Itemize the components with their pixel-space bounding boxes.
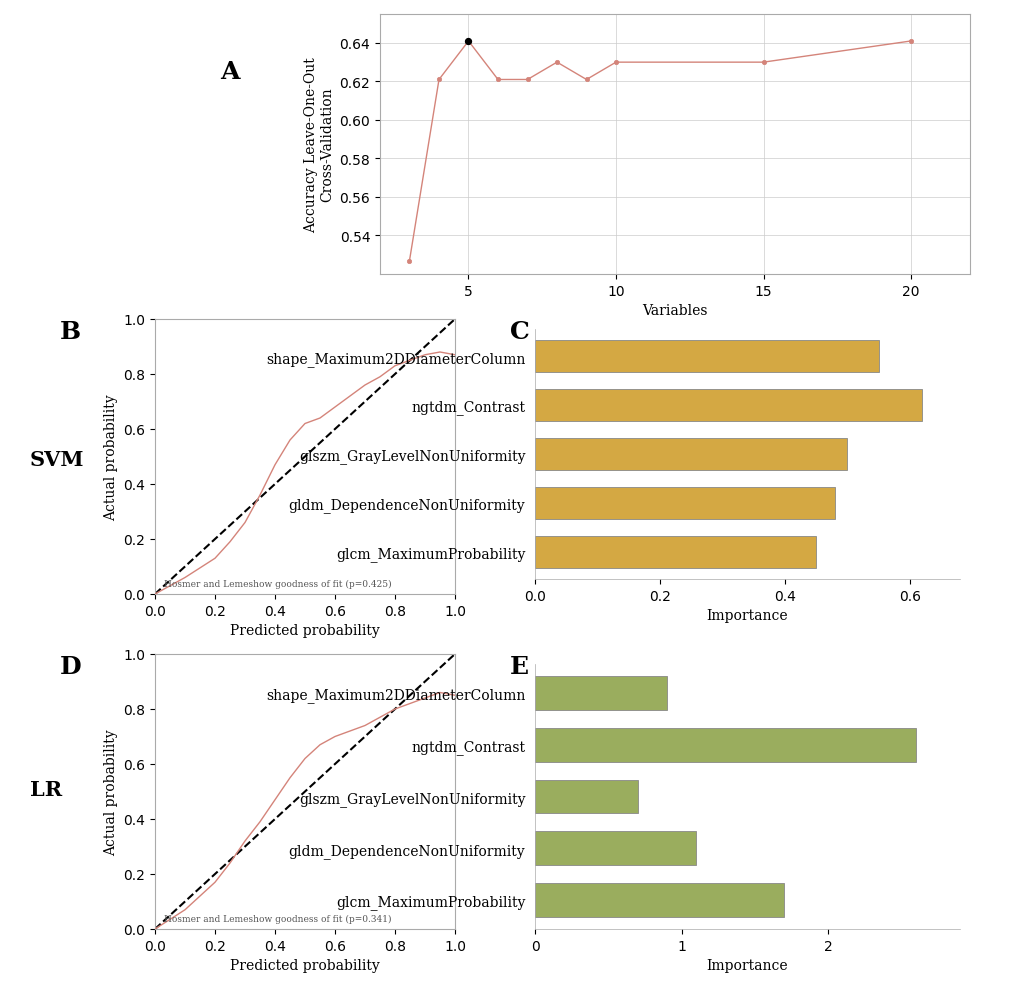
Bar [535,884,784,917]
X-axis label: Importance: Importance [706,958,788,972]
X-axis label: Importance: Importance [706,609,788,623]
Bar [535,438,847,470]
Point [430,72,446,88]
Point [460,34,476,50]
X-axis label: Variables: Variables [642,304,707,318]
Text: D: D [60,654,82,678]
Point [755,55,771,71]
Text: Hosmer and Lemeshow goodness of fit (p=0.425): Hosmer and Lemeshow goodness of fit (p=0… [164,579,391,588]
Text: A: A [220,60,239,84]
X-axis label: Predicted probability: Predicted probability [230,958,379,972]
Bar [535,487,835,520]
Y-axis label: Actual probability: Actual probability [104,394,117,521]
Point [578,72,594,88]
Text: E: E [510,654,529,678]
Point [607,55,624,71]
Bar [535,676,666,710]
Point [489,72,505,88]
Bar [535,780,637,813]
Bar [535,390,921,421]
Point [400,253,417,269]
Text: SVM: SVM [30,449,85,469]
Point [548,55,565,71]
Bar [535,728,915,761]
Y-axis label: Accuracy Leave-One-Out
Cross-Validation: Accuracy Leave-One-Out Cross-Validation [304,57,333,233]
Bar [535,537,815,568]
Y-axis label: Actual probability: Actual probability [104,728,117,855]
Bar [535,341,878,373]
Point [902,34,918,50]
Bar [535,831,696,866]
Text: C: C [510,320,529,344]
Text: Hosmer and Lemeshow goodness of fit (p=0.341): Hosmer and Lemeshow goodness of fit (p=0… [164,914,391,923]
Point [460,34,476,50]
Text: LR: LR [30,779,62,799]
Point [519,72,535,88]
X-axis label: Predicted probability: Predicted probability [230,624,379,638]
Text: B: B [60,320,82,344]
